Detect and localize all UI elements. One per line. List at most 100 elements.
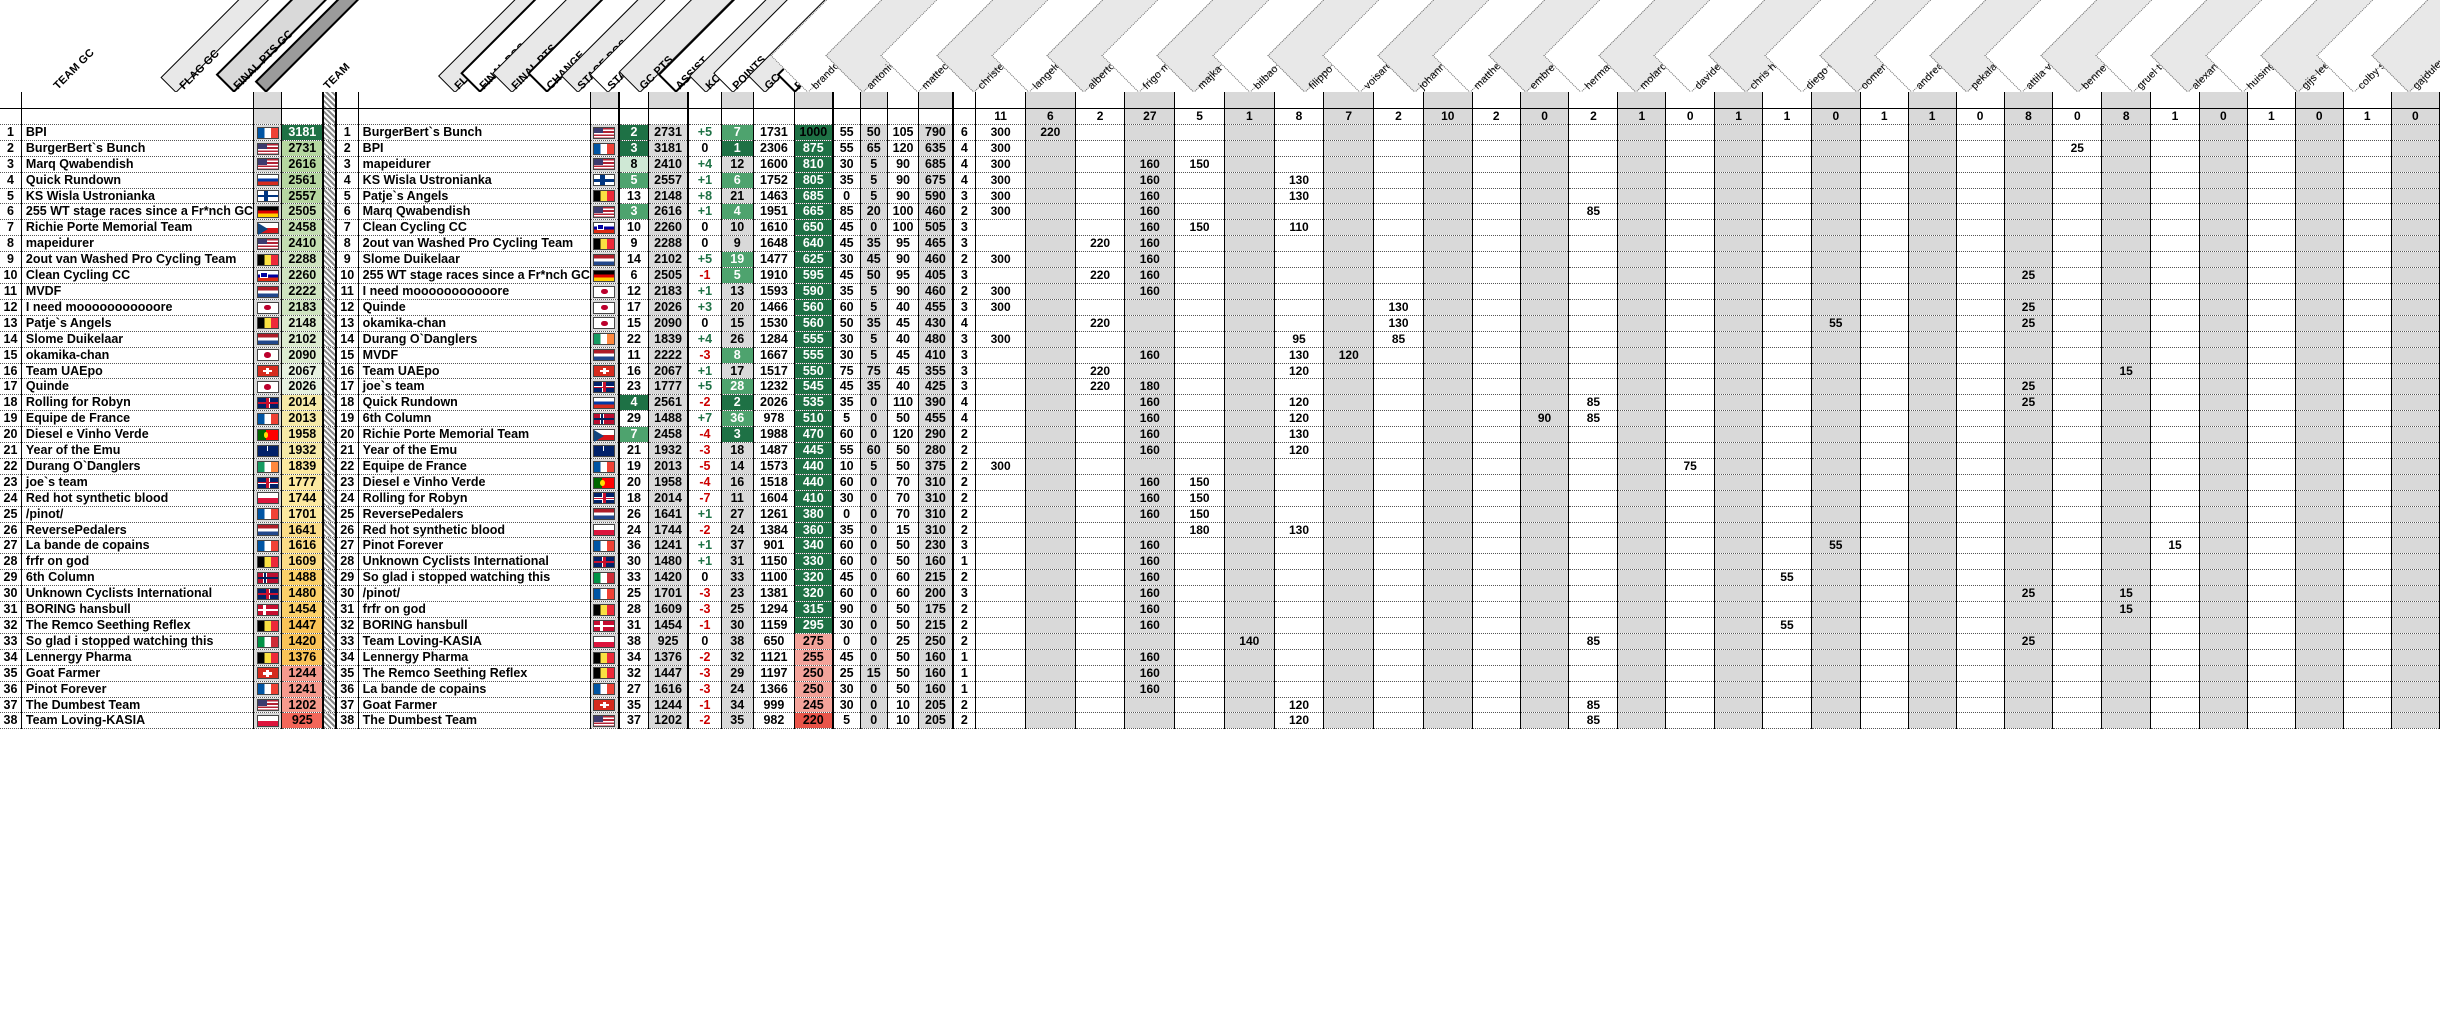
gc-team-name[interactable]: Unknown Cyclists International [21,585,255,603]
gc-team-name[interactable]: Durang O`Danglers [21,458,255,475]
table-row[interactable]: 19 Equipe de France 2013 19 6th Column 29 1488… [0,410,2440,428]
table-row[interactable]: 3 Marq Qwabendish 2616 3 mapeidurer 8 2410 +4 12… [0,156,2440,173]
gc-team-name[interactable]: /pinot/ [21,506,255,523]
table-row[interactable]: 23 joe`s team 1777 23 Diesel e Vinho Verde 20… [0,474,2440,491]
table-row[interactable]: 34 Lennergy Pharma 1376 34 Lennergy Pharma 34… [0,649,2440,666]
table-row[interactable]: 8 mapeidurer 2410 8 2out van Washed Pro Cycl… [0,235,2440,253]
gc-team-name[interactable]: 2out van Washed Pro Cycling Team [21,251,255,269]
stage-team-name[interactable]: BORING hansbull [358,617,591,634]
gc-team-name[interactable]: 255 WT stage races since a Fr*nch GC [21,203,255,221]
gc-team-name[interactable]: Pinot Forever [21,681,255,698]
gc-team-name[interactable]: Equipe de France [21,410,255,428]
stage-team-name[interactable]: Lennergy Pharma [358,649,591,666]
gc-team-name[interactable]: La bande de copains [21,537,255,555]
stage-team-name[interactable]: Patje`s Angels [358,188,591,205]
stage-team-name[interactable]: BurgerBert`s Bunch [358,124,591,141]
gc-team-name[interactable]: ReversePedalers [21,522,255,539]
stage-team-name[interactable]: La bande de copains [358,681,591,698]
stage-team-name[interactable]: 255 WT stage races since a Fr*nch GC [358,267,591,284]
table-row[interactable]: 15 okamika-chan 2090 15 MVDF 11 2222 -3 8 1667 555… [0,347,2440,364]
stage-team-name[interactable]: Unknown Cyclists International [358,553,591,571]
table-row[interactable]: 36 Pinot Forever 1241 36 La bande de copains… [0,681,2440,698]
gc-team-name[interactable]: BurgerBert`s Bunch [21,140,255,157]
table-row[interactable]: 18 Rolling for Robyn 2014 18 Quick Rundown 4 2… [0,394,2440,412]
table-row[interactable]: 2 BurgerBert`s Bunch 2731 2 BPI 3 3181 0 1 2306 87… [0,140,2440,157]
table-row[interactable]: 10 Clean Cycling CC 2260 10 255 WT stage rac… [0,267,2440,284]
stage-team-name[interactable]: Year of the Emu [358,442,591,459]
gc-team-name[interactable]: Red hot synthetic blood [21,490,255,507]
table-row[interactable]: 29 6th Column 1488 29 So glad i stopped watc… [0,569,2440,587]
gc-team-name[interactable]: Slome Duikelaar [21,331,255,348]
stage-team-name[interactable]: Team UAEpo [358,363,591,380]
stage-team-name[interactable]: Quick Rundown [358,394,591,412]
gc-team-name[interactable]: mapeidurer [21,235,255,253]
table-row[interactable]: 33 So glad i stopped watching this 1420 33 T… [0,633,2440,650]
gc-team-name[interactable]: The Remco Seething Reflex [21,617,255,634]
gc-team-name[interactable]: Diesel e Vinho Verde [21,426,255,444]
gc-team-name[interactable]: BPI [21,124,255,141]
table-row[interactable]: 5 KS Wisla Ustronianka 2557 5 Patje`s Angels… [0,188,2440,205]
stage-team-name[interactable]: Team Loving-KASIA [358,633,591,650]
table-row[interactable]: 31 BORING hansbull 1454 31 frfr on god 28 1609… [0,601,2440,618]
stage-team-name[interactable]: 2out van Washed Pro Cycling Team [358,235,591,253]
gc-team-name[interactable]: Rolling for Robyn [21,394,255,412]
gc-team-name[interactable]: So glad i stopped watching this [21,633,255,650]
gc-team-name[interactable]: joe`s team [21,474,255,491]
table-row[interactable]: 22 Durang O`Danglers 1839 22 Equipe de Franc… [0,458,2440,475]
gc-team-name[interactable]: Team Loving-KASIA [21,712,255,730]
table-row[interactable]: 25/pinot/1701 25 ReversePedalers 26 1641 +1 27… [0,506,2440,523]
table-row[interactable]: 26 ReversePedalers 1641 26 Red hot synthetic… [0,522,2440,539]
gc-team-name[interactable]: frfr on god [21,553,255,571]
stage-team-name[interactable]: Durang O`Danglers [358,331,591,348]
table-row[interactable]: 6 255 WT stage races since a Fr*nch GC 250… [0,203,2440,221]
gc-team-name[interactable]: Goat Farmer [21,665,255,682]
stage-team-name[interactable]: /pinot/ [358,585,591,603]
gc-team-name[interactable]: The Dumbest Team [21,697,255,714]
stage-team-name[interactable]: mapeidurer [358,156,591,173]
gc-team-name[interactable]: Quinde [21,378,255,396]
stage-team-name[interactable]: KS Wisla Ustronianka [358,172,591,189]
table-row[interactable]: 21 Year of the Emu 1932 21 Year of the Emu 21… [0,442,2440,459]
gc-team-name[interactable]: BORING hansbull [21,601,255,618]
gc-team-name[interactable]: Quick Rundown [21,172,255,189]
stage-team-name[interactable]: Equipe de France [358,458,591,475]
stage-team-name[interactable]: Red hot synthetic blood [358,522,591,539]
table-row[interactable]: 7 Richie Porte Memorial Team 2458 7 Clean Cy… [0,219,2440,237]
table-row[interactable]: 24 Red hot synthetic blood 1744 24 Rolling f… [0,490,2440,507]
table-row[interactable]: 28 frfr on god 1609 28 Unknown Cyclists Inte… [0,553,2440,571]
table-row[interactable]: 11 MVDF 2222 11 I need mooooooooooore 12 2183 +… [0,283,2440,300]
data-grid[interactable]: 11 6 2 27 5 1 8 7 2 10 2 0 2 1 0 1 1 0 1 1 0 8 0 8 1 0 1 0 1 0 1 BPI 318… [0,92,2440,730]
table-row[interactable]: 32 The Remco Seething Reflex 1447 32 BORING … [0,617,2440,634]
gc-team-name[interactable]: Richie Porte Memorial Team [21,219,255,237]
stage-team-name[interactable]: I need mooooooooooore [358,283,591,300]
gc-team-name[interactable]: Lennergy Pharma [21,649,255,666]
stage-team-name[interactable]: Marq Qwabendish [358,203,591,221]
stage-team-name[interactable]: Diesel e Vinho Verde [358,474,591,491]
stage-team-name[interactable]: The Dumbest Team [358,712,591,730]
stage-team-name[interactable]: Rolling for Robyn [358,490,591,507]
stage-team-name[interactable]: Goat Farmer [358,697,591,714]
table-row[interactable]: 35 Goat Farmer 1244 35 The Remco Seething Re… [0,665,2440,682]
stage-team-name[interactable]: Pinot Forever [358,537,591,555]
table-row[interactable]: 17 Quinde 2026 17 joe`s team 23 1777 +5 28 1232 54… [0,378,2440,396]
gc-team-name[interactable]: okamika-chan [21,347,255,364]
stage-team-name[interactable]: BPI [358,140,591,157]
gc-team-name[interactable]: Patje`s Angels [21,315,255,332]
gc-team-name[interactable]: Team UAEpo [21,363,255,380]
stage-team-name[interactable]: ReversePedalers [358,506,591,523]
table-row[interactable]: 9 2out van Washed Pro Cycling Team 2288 9 Sl… [0,251,2440,269]
stage-team-name[interactable]: frfr on god [358,601,591,618]
table-row[interactable]: 4 Quick Rundown 2561 4 KS Wisla Ustronianka 5… [0,172,2440,189]
stage-team-name[interactable]: MVDF [358,347,591,364]
gc-team-name[interactable]: Marq Qwabendish [21,156,255,173]
stage-team-name[interactable]: Slome Duikelaar [358,251,591,269]
gc-team-name[interactable]: Clean Cycling CC [21,267,255,284]
table-row[interactable]: 38 Team Loving-KASIA 925 38 The Dumbest Team… [0,712,2440,730]
table-row[interactable]: 13 Patje`s Angels 2148 13 okamika-chan 15 2090… [0,315,2440,332]
table-row[interactable]: 27 La bande de copains 1616 27 Pinot Forever… [0,537,2440,555]
stage-team-name[interactable]: joe`s team [358,378,591,396]
gc-team-name[interactable]: Year of the Emu [21,442,255,459]
stage-team-name[interactable]: Richie Porte Memorial Team [358,426,591,444]
table-row[interactable]: 1 BPI 3181 1 BurgerBert`s Bunch 2 2731 +5 7 1731 1… [0,124,2440,141]
gc-team-name[interactable]: MVDF [21,283,255,300]
